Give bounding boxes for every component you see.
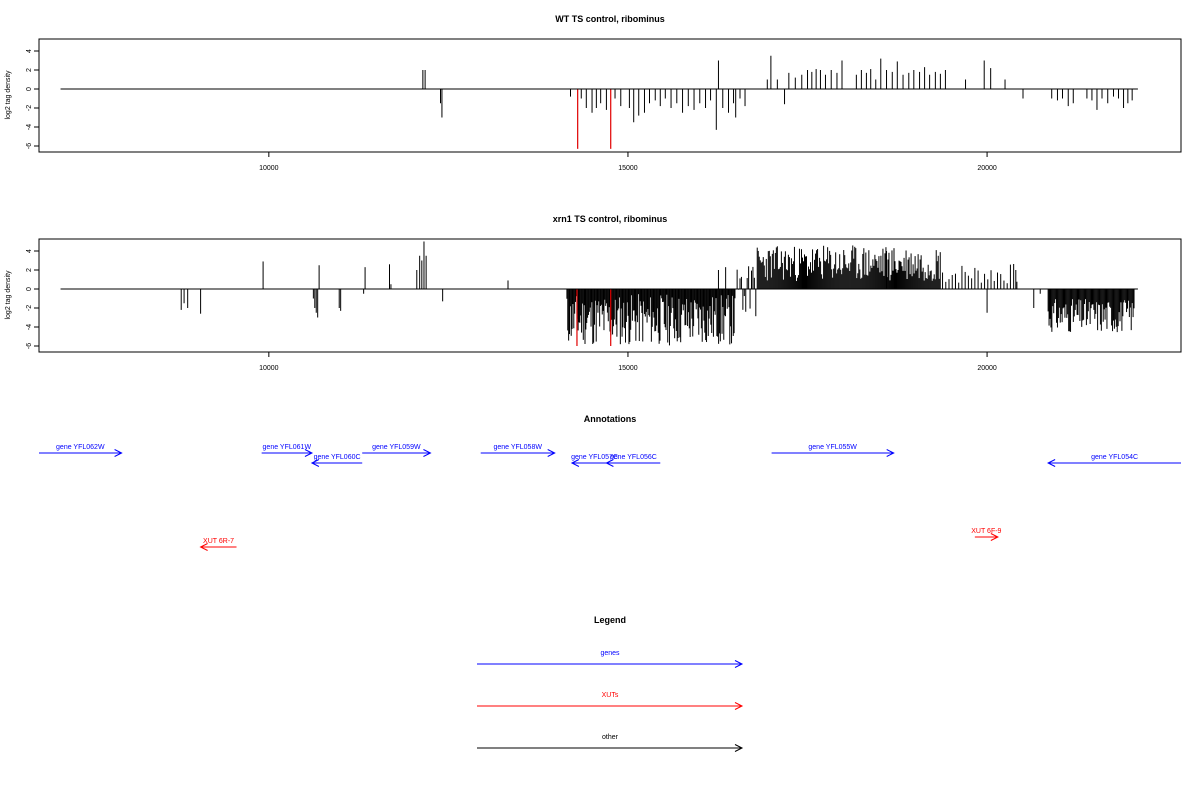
feature-label: gene YFL057C <box>571 454 618 461</box>
y-tick-label: -2 <box>26 305 33 311</box>
wt-track-x-axis: 10000 15000 20000 <box>259 152 997 172</box>
feature-label: gene YFL055W <box>808 444 857 451</box>
feature-arrow-head <box>734 660 744 668</box>
gene-feature[interactable]: gene YFL060C <box>310 454 363 467</box>
feature-label: gene YFL060C <box>314 454 361 461</box>
legend-item: XUTs <box>477 692 744 710</box>
xrn1-track-bars <box>60 241 1138 346</box>
annotations-panel: Annotations gene YFL062W gene YFL061Wgene… <box>39 414 1181 551</box>
gene-feature[interactable]: gene YFL056C <box>605 454 661 467</box>
gene-feature[interactable]: gene YFL054C <box>1047 454 1181 467</box>
y-tick-label: -4 <box>26 124 33 130</box>
y-tick-label: 4 <box>26 249 33 253</box>
feature-arrow-head <box>605 459 614 467</box>
feature-arrow-head <box>423 449 432 457</box>
gene-feature[interactable]: gene YFL059W <box>362 444 432 457</box>
y-tick-label: -4 <box>26 324 33 330</box>
y-tick-label: 2 <box>26 68 33 72</box>
annotations-title: Annotations <box>584 414 637 424</box>
legend-panel: Legend genes XUTs other <box>477 615 744 752</box>
feature-arrow-head <box>886 449 895 457</box>
legend-label: genes <box>600 650 620 657</box>
wt-track-y-axis: -6 -4 -2 0 2 4 <box>26 49 39 149</box>
x-tick-label: 20000 <box>977 365 997 372</box>
xrn1-track-frame <box>38 238 1182 353</box>
legend-item: other <box>477 734 744 752</box>
xrn1-track-x-axis: 10000 15000 20000 <box>259 352 997 372</box>
feature-arrow-head <box>304 449 314 457</box>
legend-item: genes <box>477 650 744 668</box>
wt-track-panel: WT TS control, ribominus log2 tag densit… <box>5 14 1182 172</box>
feature-label: gene YFL058W <box>493 444 542 451</box>
wt-track-bars <box>60 55 1138 149</box>
y-tick-label: -6 <box>26 143 33 149</box>
xrn1-track-y-axis: -6 -4 -2 0 2 4 <box>26 249 39 349</box>
xrn1-track-title: xrn1 TS control, ribominus <box>553 214 668 224</box>
feature-label: gene YFL056C <box>610 454 657 461</box>
feature-label: gene YFL062W <box>56 444 105 451</box>
y-tick-label: -6 <box>26 343 33 349</box>
y-tick-label: 0 <box>26 87 33 91</box>
legend-title: Legend <box>594 615 626 625</box>
legend-items: genes XUTs other <box>477 650 744 752</box>
feature-label: gene YFL054C <box>1091 454 1138 461</box>
gene-feature[interactable]: gene YFL058W <box>480 444 556 457</box>
gene-feature[interactable]: gene YFL062W <box>39 444 123 457</box>
feature-arrow-head <box>570 459 580 467</box>
feature-label: XUT 6R-7 <box>203 538 234 545</box>
xut-feature[interactable]: XUT 6R-7 <box>199 538 237 551</box>
feature-label: gene YFL059W <box>372 444 421 451</box>
xrn1-track-ylabel: log2 tag density <box>5 270 12 320</box>
feature-arrow-head <box>990 533 999 541</box>
gene-feature[interactable]: gene YFL055W <box>771 444 895 457</box>
wt-track-frame <box>38 38 1182 153</box>
gene-feature[interactable]: gene YFL061W <box>261 444 314 457</box>
feature-arrow-head <box>734 744 744 752</box>
feature-arrow-head <box>310 459 320 467</box>
wt-track-ylabel: log2 tag density <box>5 70 12 120</box>
feature-label: XUT 6F-9 <box>971 528 1001 535</box>
feature-arrow-head <box>1047 459 1056 467</box>
wt-track-title: WT TS control, ribominus <box>555 14 665 24</box>
legend-label: other <box>602 734 619 741</box>
x-tick-label: 15000 <box>618 365 638 372</box>
legend-label: XUTs <box>602 692 619 699</box>
x-tick-label: 10000 <box>259 365 279 372</box>
xut-feature[interactable]: XUT 6F-9 <box>971 528 1002 541</box>
feature-arrow-head <box>734 702 744 710</box>
xrn1-track-panel: xrn1 TS control, ribominus log2 tag dens… <box>5 214 1182 372</box>
feature-arrow-head <box>547 449 556 457</box>
x-tick-label: 15000 <box>618 165 638 172</box>
y-tick-label: 2 <box>26 268 33 272</box>
y-tick-label: 4 <box>26 49 33 53</box>
feature-arrow-head <box>114 449 123 457</box>
y-tick-label: 0 <box>26 287 33 291</box>
x-tick-label: 10000 <box>259 165 279 172</box>
y-tick-label: -2 <box>26 105 33 111</box>
feature-arrow-head <box>199 543 208 551</box>
x-tick-label: 20000 <box>977 165 997 172</box>
feature-label: gene YFL061W <box>263 444 312 451</box>
